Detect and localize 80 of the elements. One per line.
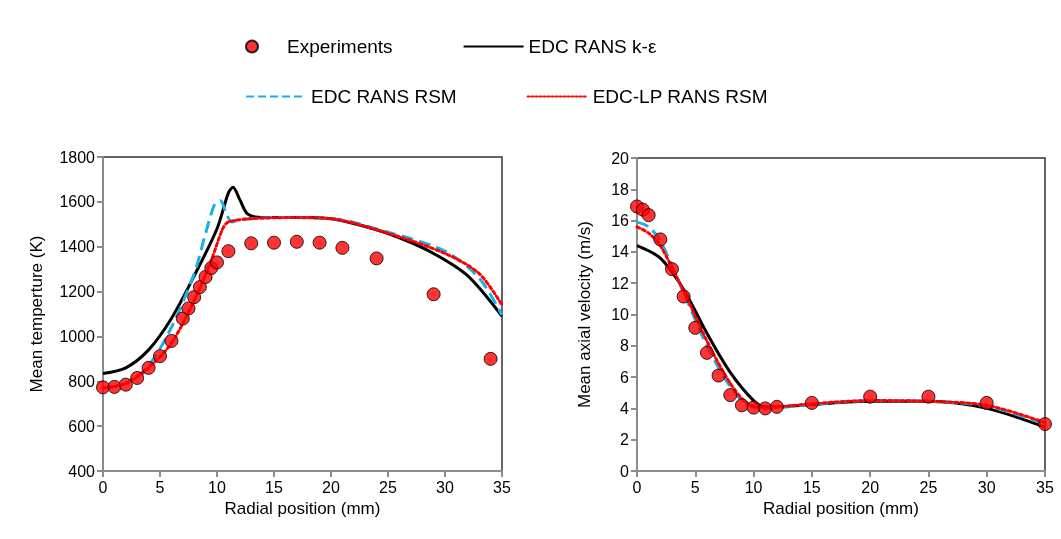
x-tick-label: 10 [744, 478, 763, 496]
x-tick-label: 5 [690, 478, 700, 496]
point [734, 398, 749, 413]
point [769, 399, 784, 414]
x-tick-label: 20 [322, 478, 340, 496]
y-tick-label: 1200 [59, 283, 96, 301]
point [699, 345, 714, 360]
y-tick-label: 800 [68, 372, 96, 390]
point [979, 395, 994, 410]
point [711, 368, 726, 383]
x-tick-label: 0 [632, 478, 642, 496]
point [804, 395, 819, 410]
point [181, 301, 196, 316]
y-tick-label: 20 [611, 149, 630, 167]
point [175, 311, 190, 326]
x-axis-title: Radial position (mm) [763, 498, 919, 518]
x-tick-label: 35 [493, 478, 511, 496]
point [244, 236, 259, 251]
point [863, 389, 878, 404]
x-tick-label: 15 [265, 478, 283, 496]
y-tick-label: 1800 [59, 148, 96, 166]
y-tick-label: 1600 [59, 193, 96, 211]
y-tick-label: 16 [611, 212, 630, 230]
point [221, 244, 236, 259]
point [369, 251, 384, 266]
legend-label: Experiments [287, 36, 393, 57]
legend-label: EDC-LP RANS RSM [592, 86, 768, 107]
point [153, 349, 167, 364]
y-tick-label: 1000 [59, 327, 96, 345]
y-tick-label: 14 [611, 243, 630, 261]
point [653, 232, 668, 247]
point [426, 287, 441, 302]
point [210, 255, 224, 270]
x-tick-label: 25 [379, 478, 397, 496]
point [289, 234, 304, 249]
y-tick-label: 400 [68, 462, 96, 480]
y-tick-label: 0 [620, 462, 630, 480]
point [921, 389, 936, 404]
x-axis-title: Radial position (mm) [224, 498, 381, 518]
x-tick-label: 5 [155, 478, 165, 496]
x-tick-label: 20 [861, 478, 880, 496]
point [130, 370, 145, 385]
point [312, 235, 327, 250]
point [746, 400, 761, 415]
point [758, 401, 773, 416]
y-tick-label: 18 [611, 180, 630, 198]
point [141, 360, 156, 375]
y-axis-title: Mean axial velocity (m/s) [575, 220, 594, 409]
y-tick-label: 10 [611, 306, 630, 323]
point [107, 379, 122, 394]
point [187, 290, 202, 305]
point [192, 280, 207, 295]
y-tick-label: 4 [620, 399, 630, 417]
y-axis-title: Mean temperture (K) [27, 235, 46, 393]
legend-label: EDC RANS RSM [311, 86, 457, 107]
point [335, 240, 350, 255]
x-tick-label: 15 [802, 478, 821, 496]
x-tick-label: 25 [919, 478, 938, 496]
x-tick-label: 10 [208, 478, 226, 496]
point [641, 208, 656, 223]
legend-label: EDC RANS k-ε [528, 36, 657, 57]
x-tick-label: 30 [977, 478, 996, 496]
point [676, 289, 691, 304]
x-tick-label: 35 [1036, 478, 1054, 496]
point [1038, 417, 1052, 432]
y-tick-label: 8 [620, 337, 630, 355]
y-tick-label: 2 [620, 431, 630, 449]
point [688, 320, 703, 335]
x-tick-label: 30 [436, 478, 454, 496]
y-tick-label: 6 [620, 368, 630, 386]
x-tick-label: 0 [98, 478, 108, 496]
point [118, 377, 133, 392]
y-tick-label: 600 [68, 417, 96, 435]
point [267, 235, 281, 250]
y-tick-label: 1400 [59, 238, 96, 256]
y-tick-label: 12 [611, 274, 630, 292]
point [483, 351, 498, 366]
point [664, 262, 679, 277]
point [723, 388, 738, 403]
point [164, 333, 179, 348]
